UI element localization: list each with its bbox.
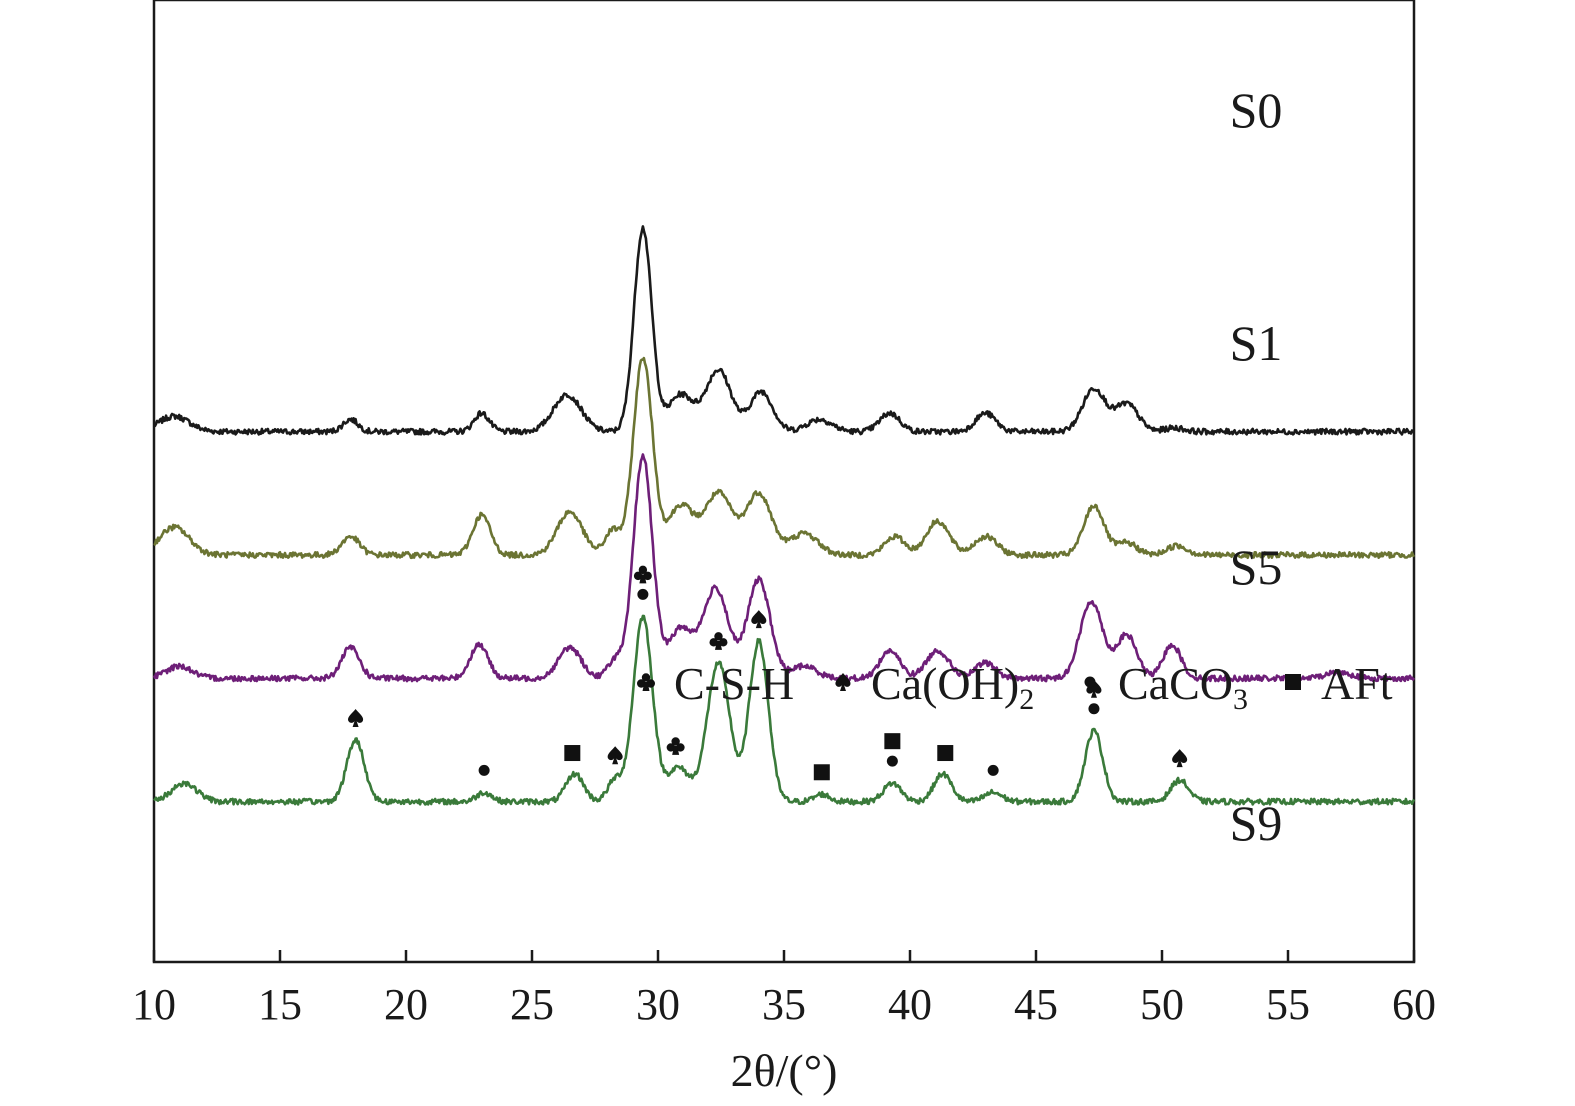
phase-marker-club bbox=[709, 632, 728, 650]
series-line-s0 bbox=[153, 225, 1415, 436]
series-line-s1 bbox=[153, 356, 1416, 560]
phase-marker-square bbox=[884, 733, 901, 750]
x-tick-label: 55 bbox=[1266, 980, 1310, 1029]
phase-marker-dot bbox=[478, 764, 490, 776]
series-curves bbox=[152, 225, 1416, 806]
phase-marker-dot bbox=[987, 764, 999, 776]
legend-item-square: AFt bbox=[1285, 658, 1393, 709]
legend-label: AFt bbox=[1321, 658, 1393, 709]
plot-area bbox=[152, 0, 1416, 964]
series-line-s9 bbox=[153, 614, 1416, 806]
x-tick-label: 45 bbox=[1014, 980, 1058, 1029]
phase-marker-square bbox=[813, 764, 830, 781]
legend-label: Ca(OH)2 bbox=[871, 658, 1034, 716]
phase-marker-spade bbox=[607, 746, 623, 765]
x-tick-label: 60 bbox=[1392, 980, 1436, 1029]
legend-item-spade: Ca(OH)2 bbox=[835, 658, 1034, 716]
phase-marker-square bbox=[937, 745, 954, 762]
x-axis-ticks: 10 15 20 25 30 35 40 45 50 55 60 bbox=[132, 950, 1436, 1029]
x-tick-label: 35 bbox=[762, 980, 806, 1029]
series-line-s5 bbox=[152, 453, 1416, 683]
x-tick-label: 20 bbox=[384, 980, 428, 1029]
phase-marker-dot bbox=[637, 588, 649, 600]
x-tick-label: 50 bbox=[1140, 980, 1184, 1029]
phase-marker-club bbox=[666, 737, 685, 755]
phase-marker-spade bbox=[348, 709, 364, 727]
x-axis-label: 2θ/(°) bbox=[731, 1045, 838, 1096]
x-tick-label: 25 bbox=[510, 980, 554, 1029]
legend-item-club: C-S-H bbox=[637, 658, 794, 709]
series-label-s1: S1 bbox=[1230, 315, 1283, 371]
phase-marker-spade bbox=[751, 610, 767, 629]
legend-label: C-S-H bbox=[674, 658, 794, 709]
series-label-s0: S0 bbox=[1230, 82, 1283, 138]
series-label-s9: S9 bbox=[1230, 795, 1283, 851]
x-tick-label: 10 bbox=[132, 980, 176, 1029]
phase-marker-square bbox=[564, 745, 581, 762]
phase-marker-dot bbox=[1088, 703, 1100, 715]
x-tick-label: 30 bbox=[636, 980, 680, 1029]
x-tick-label: 15 bbox=[258, 980, 302, 1029]
plot-frame bbox=[152, 0, 1416, 964]
phase-marker-dot bbox=[886, 755, 898, 767]
phase-marker-club bbox=[633, 565, 652, 584]
series-label-s5: S5 bbox=[1230, 539, 1283, 595]
x-tick-label: 40 bbox=[888, 980, 932, 1029]
legend-label: CaCO3 bbox=[1118, 658, 1248, 716]
series-labels: S0 S1 S5 S9 bbox=[1230, 82, 1283, 851]
phase-marker-spade bbox=[1172, 749, 1188, 768]
legend: C-S-H Ca(OH)2 CaCO3 AFt bbox=[637, 658, 1393, 716]
legend-item-dot: CaCO3 bbox=[1084, 658, 1248, 716]
